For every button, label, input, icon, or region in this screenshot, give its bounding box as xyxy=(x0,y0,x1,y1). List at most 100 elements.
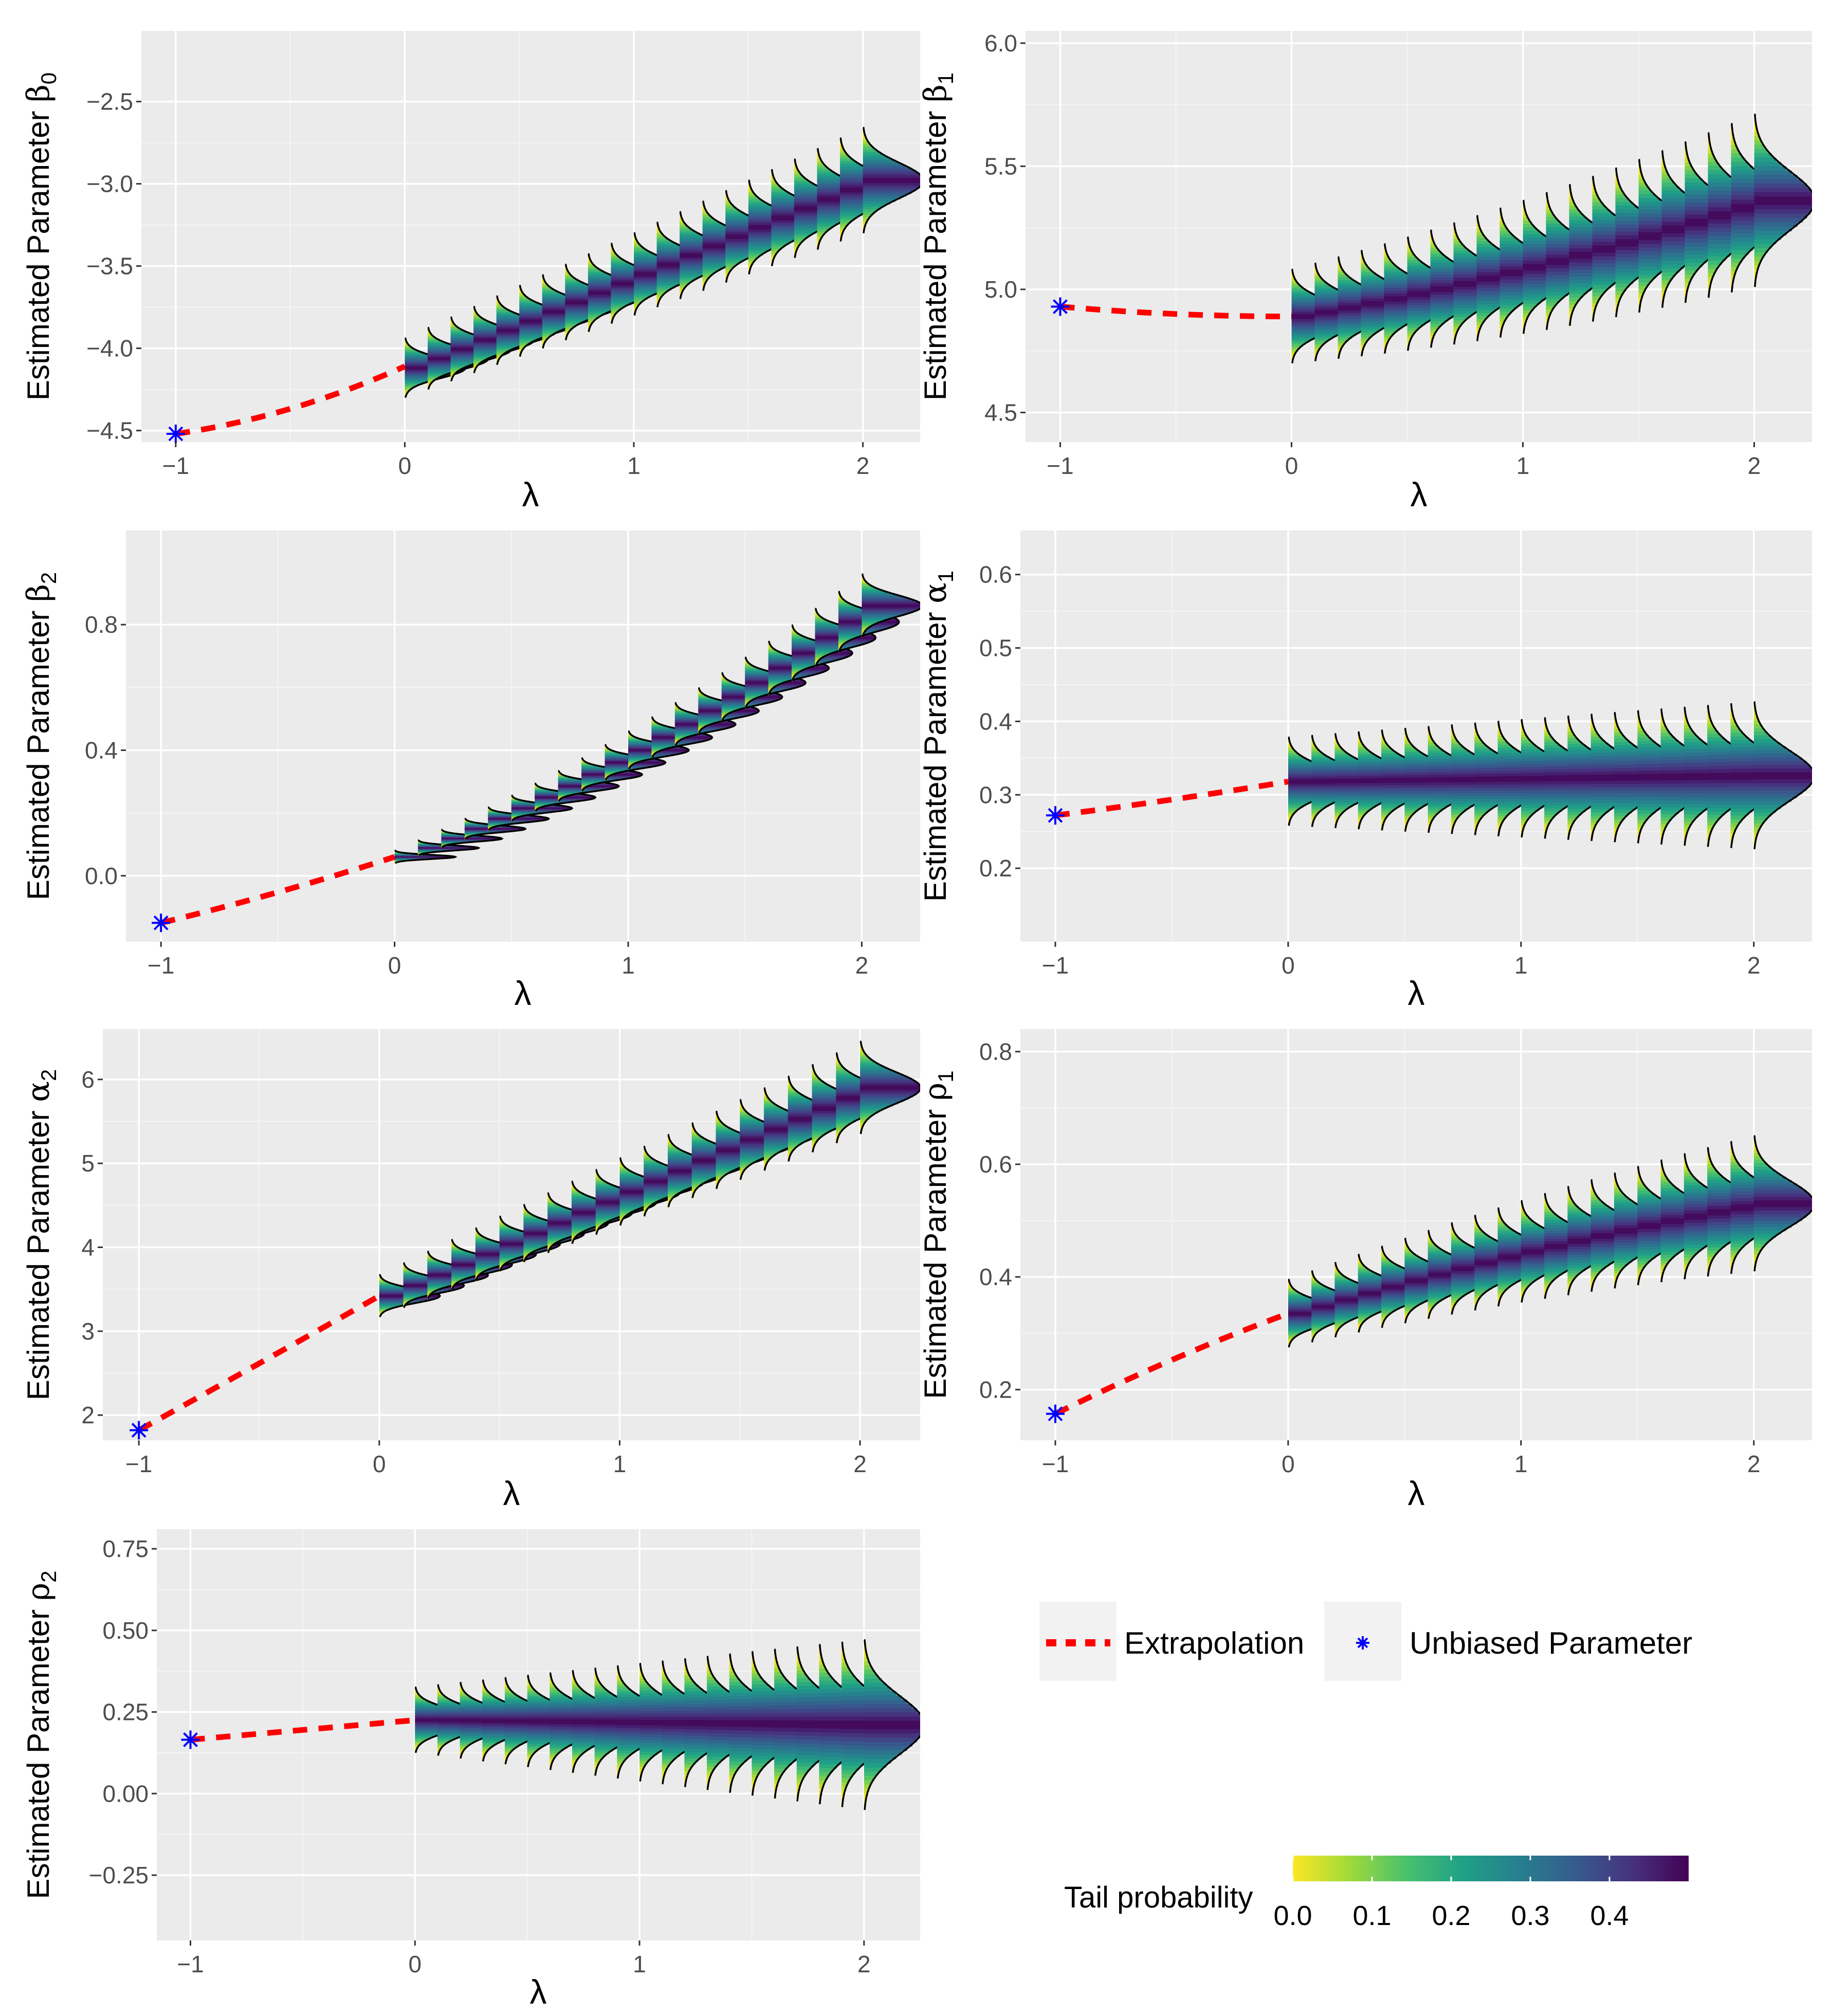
ridge-band xyxy=(1497,793,1541,797)
ridge-band xyxy=(558,796,564,798)
ridge-band xyxy=(565,325,576,327)
ridge-band xyxy=(535,804,553,805)
ridge-band xyxy=(547,1238,565,1240)
ridge-band xyxy=(771,232,809,235)
ridge-band xyxy=(427,338,438,341)
ridge-band xyxy=(519,296,527,299)
ridge-band xyxy=(1358,1268,1369,1271)
ridge-band xyxy=(581,768,619,770)
ridge-band xyxy=(1684,818,1695,822)
ridge-band xyxy=(651,742,695,744)
ridge-band xyxy=(1544,793,1588,797)
ridge-band xyxy=(1453,323,1461,327)
ridge-band xyxy=(702,259,741,262)
ridge-band xyxy=(656,282,684,284)
ridge-band xyxy=(405,347,413,350)
ridge-band xyxy=(1569,290,1587,295)
ridge-band xyxy=(1730,833,1733,838)
ridge-band xyxy=(1685,286,1688,291)
ridge-band xyxy=(698,699,721,701)
ridge-band xyxy=(427,371,455,373)
ridge-band xyxy=(1428,756,1455,759)
ridge-band xyxy=(1428,1253,1450,1256)
ridge-band xyxy=(488,813,510,814)
ridge-band xyxy=(379,1301,423,1303)
ridge-band xyxy=(698,696,709,698)
ridge-band xyxy=(788,1093,802,1096)
ridge-band xyxy=(405,357,443,360)
ridge-band xyxy=(1523,284,1566,288)
ridge-band xyxy=(698,727,703,729)
ridge-band xyxy=(1311,797,1344,800)
ridge-band xyxy=(1731,145,1737,150)
ridge-band xyxy=(716,1117,719,1120)
ridge-band xyxy=(1474,815,1483,819)
ridge-band xyxy=(1428,735,1431,738)
ridge-band xyxy=(628,760,642,762)
ridge-band xyxy=(511,800,522,801)
ridge-band xyxy=(863,157,890,160)
ridge-band xyxy=(862,618,889,620)
ridge-band xyxy=(1753,823,1762,828)
ridge-band xyxy=(1521,752,1548,756)
ridge-band xyxy=(771,182,777,185)
ridge-band xyxy=(1753,746,1786,750)
ridge-band xyxy=(817,159,821,162)
ridge-band xyxy=(691,1183,703,1185)
ridge-band xyxy=(764,1111,791,1113)
ridge-band xyxy=(394,857,454,858)
ridge-band xyxy=(451,1247,460,1249)
ridge-band xyxy=(605,747,608,749)
ridge-band xyxy=(768,679,795,681)
ridge-band xyxy=(748,185,751,188)
ridge-band xyxy=(748,197,759,200)
ridge-band xyxy=(464,833,487,834)
ridge-band xyxy=(619,1208,637,1211)
ridge-band xyxy=(1381,1273,1419,1276)
ridge-outline xyxy=(768,640,830,695)
ridge-outline xyxy=(511,795,574,821)
ridge-band xyxy=(1753,834,1757,839)
ridge-band xyxy=(863,136,866,139)
ridge-band xyxy=(1661,167,1666,171)
ridge-band xyxy=(840,231,843,234)
ridge-band xyxy=(611,303,629,306)
ridge-band xyxy=(771,254,776,257)
ridge-band xyxy=(1358,1262,1362,1265)
ridge-band xyxy=(1661,182,1676,187)
ridge-band xyxy=(836,1080,868,1083)
ridge-band xyxy=(1499,296,1532,299)
ridge-band xyxy=(1428,809,1442,812)
ridge-band xyxy=(581,785,590,786)
ridge-band xyxy=(1523,224,1533,228)
ridge-band xyxy=(1499,292,1538,296)
ridge-band xyxy=(1407,274,1445,278)
ridge-band xyxy=(1311,742,1314,745)
ridge-band xyxy=(1381,795,1419,798)
ridge-band xyxy=(860,1057,871,1061)
ridge-band xyxy=(721,684,739,686)
ridge-band xyxy=(721,685,744,687)
ridge-band xyxy=(379,1280,385,1282)
ridge-band xyxy=(1567,735,1576,739)
ridge-band xyxy=(792,642,824,644)
ridge-band xyxy=(771,191,789,195)
ridge-band xyxy=(405,377,443,379)
ridge-band xyxy=(1404,1264,1437,1267)
ridge-band xyxy=(1474,1291,1485,1294)
ridge-band xyxy=(698,720,725,722)
ridge-band xyxy=(1521,819,1527,823)
ridge-band xyxy=(1314,276,1321,279)
ridge-band xyxy=(1661,159,1664,163)
ridge-band xyxy=(1404,734,1407,737)
ridge-band xyxy=(1661,261,1689,265)
ridge-band xyxy=(1661,264,1684,269)
ridge-band xyxy=(1314,341,1325,344)
ridge-band xyxy=(1637,833,1640,837)
ridge-band xyxy=(674,730,713,732)
ridge-band xyxy=(523,1242,561,1244)
x-tick-label: 0 xyxy=(388,952,401,979)
ridge-band xyxy=(427,380,434,382)
ridge-band xyxy=(1381,765,1425,768)
ridge-band xyxy=(815,646,853,648)
